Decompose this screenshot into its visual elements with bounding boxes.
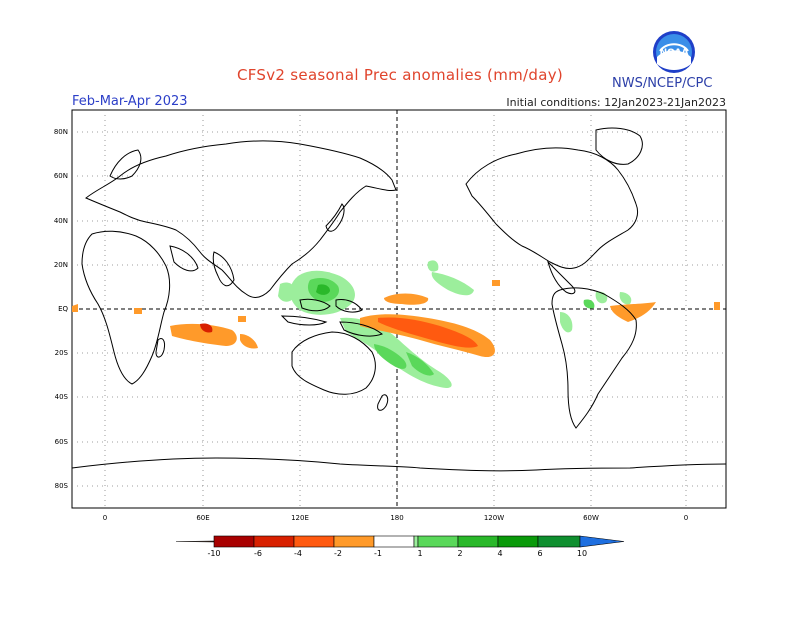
colorbar-labels: -10 -6 -4 -2 -1 1 2 4 6 10: [207, 549, 587, 558]
lon-label: 0: [103, 514, 107, 522]
lat-label: 40S: [55, 393, 69, 401]
colorbar-swatch: [293, 535, 335, 548]
map-title: CFSv2 seasonal Prec anomalies (mm/day): [236, 66, 564, 84]
lat-label: 80N: [54, 128, 68, 136]
map-gridlines: [72, 110, 726, 508]
lat-label: 40N: [54, 217, 68, 225]
colorbar-label: -1: [374, 549, 382, 558]
colorbar-label: 1: [417, 549, 422, 558]
colorbar-swatch: [373, 535, 415, 548]
colorbar-lower-arrow: [175, 540, 215, 543]
colorbar-swatch: [457, 535, 499, 548]
lon-label: 120E: [291, 514, 309, 522]
colorbar-label: -6: [254, 549, 262, 558]
noaa-logo-icon: NOAA: [653, 31, 695, 73]
longitude-labels: 0 60E 120E 180 120W 60W 0: [103, 514, 688, 522]
initial-conditions: Initial conditions: 12Jan2023-21Jan2023: [506, 96, 726, 109]
lat-label: 80S: [55, 482, 69, 490]
colorbar-label: -4: [294, 549, 302, 558]
lat-label: 20N: [54, 261, 68, 269]
lon-label: 0: [684, 514, 688, 522]
lon-label: 120W: [484, 514, 504, 522]
colorbar-label: 10: [577, 549, 587, 558]
logo-text: NOAA: [660, 48, 689, 58]
lon-label: 60E: [196, 514, 209, 522]
colorbar-label: -10: [207, 549, 220, 558]
lon-label: 60W: [583, 514, 599, 522]
agency-label: NWS/NCEP/CPC: [612, 76, 713, 91]
colorbar-swatch: [253, 535, 295, 548]
colorbar-label: 6: [537, 549, 542, 558]
colorbar-swatch: [537, 535, 581, 548]
lat-label: 20S: [55, 349, 69, 357]
colorbar-label: 2: [457, 549, 462, 558]
colorbar-swatch: [333, 535, 375, 548]
forecast-period: Feb-Mar-Apr 2023: [72, 94, 188, 109]
wet-anomalies: [278, 260, 632, 388]
colorbar: [175, 535, 625, 548]
latitude-labels: 80N 60N 40N 20N EQ 20S 40S 60S 80S: [54, 128, 69, 490]
lon-label: 180: [390, 514, 403, 522]
colorbar-label: 4: [497, 549, 502, 558]
lat-label: EQ: [58, 305, 68, 313]
colorbar-swatch: [497, 535, 539, 548]
dry-anomalies: [72, 280, 720, 358]
colorbar-label: -2: [334, 549, 342, 558]
coastlines: [71, 127, 727, 472]
colorbar-swatch: [413, 535, 419, 548]
colorbar-upper-arrow: [579, 535, 625, 548]
colorbar-swatch: [417, 535, 459, 548]
colorbar-swatch: [213, 535, 255, 548]
lat-label: 60S: [55, 438, 69, 446]
lat-label: 60N: [54, 172, 68, 180]
